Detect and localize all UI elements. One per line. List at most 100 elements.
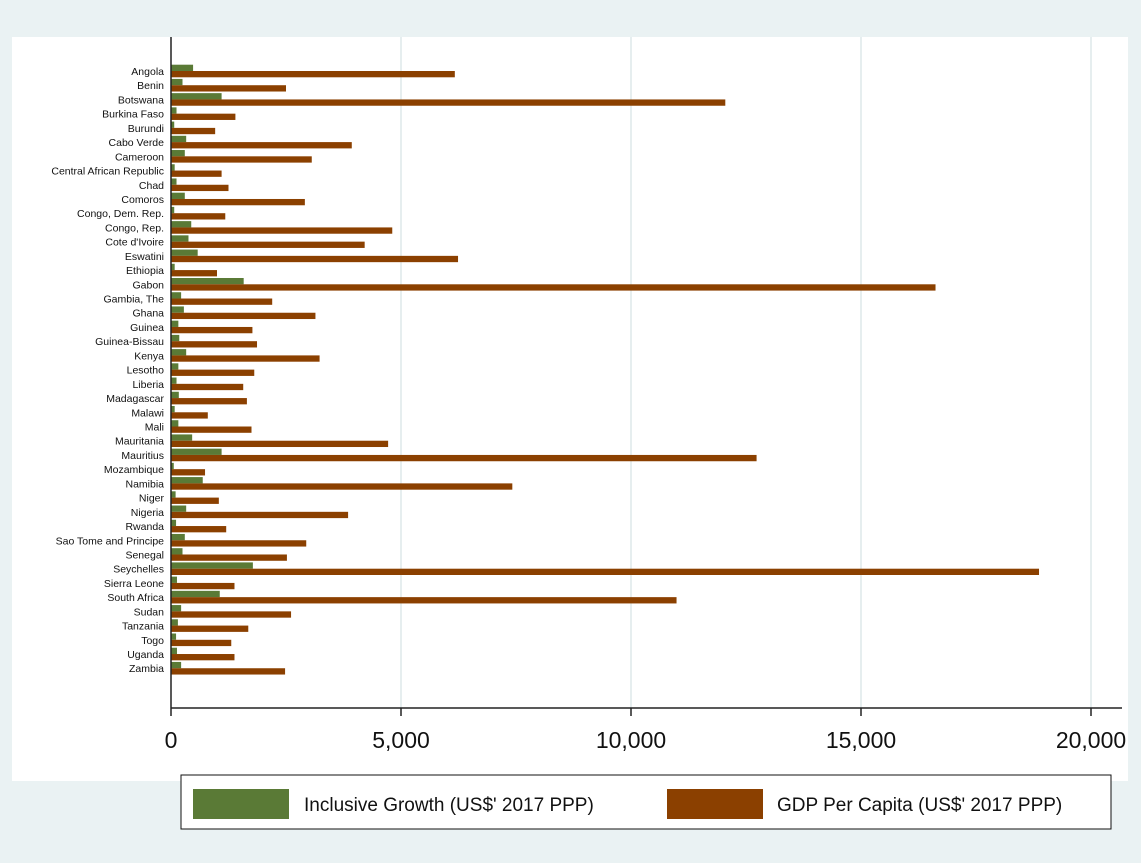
- legend: Inclusive Growth (US$' 2017 PPP) GDP Per…: [180, 774, 1112, 830]
- category-label: Sao Tome and Principe: [56, 535, 165, 547]
- x-tick-label: 20,000: [1056, 727, 1126, 753]
- category-label: Niger: [139, 493, 165, 505]
- bar-inclusive-growth: [171, 93, 222, 100]
- category-label: Chad: [139, 180, 164, 192]
- category-label: Cameroon: [115, 151, 164, 163]
- bar-inclusive-growth: [171, 491, 176, 498]
- bar-gdp-per-capita: [171, 298, 273, 305]
- bars-layer: [171, 64, 1040, 675]
- bar-inclusive-growth: [171, 64, 194, 71]
- bar-inclusive-growth: [171, 562, 253, 569]
- category-label: Angola: [131, 66, 164, 78]
- category-label: Namibia: [125, 478, 164, 490]
- legend-swatch-inclusive-growth: [193, 789, 289, 819]
- bar-gdp-per-capita: [171, 355, 320, 362]
- bar-gdp-per-capita: [171, 639, 232, 647]
- legend-label-gdp-per-capita: GDP Per Capita (US$' 2017 PPP): [777, 795, 1062, 816]
- bar-inclusive-growth: [171, 292, 182, 299]
- bar-gdp-per-capita: [171, 582, 235, 590]
- bar-gdp-per-capita: [171, 312, 316, 320]
- grid-layer: [400, 37, 1092, 708]
- bar-inclusive-growth: [171, 519, 177, 527]
- category-label: Madagascar: [106, 393, 164, 405]
- category-label: Sierra Leone: [104, 578, 164, 590]
- bar-gdp-per-capita: [171, 255, 459, 263]
- category-label: Senegal: [125, 549, 164, 561]
- bar-inclusive-growth: [171, 448, 222, 455]
- bar-inclusive-growth: [171, 420, 179, 427]
- bar-gdp-per-capita: [171, 483, 513, 490]
- x-tick-label: 5,000: [372, 727, 430, 753]
- bar-gdp-per-capita: [171, 170, 222, 177]
- bar-gdp-per-capita: [171, 85, 286, 92]
- bar-inclusive-growth: [171, 334, 180, 342]
- category-label: Gambia, The: [103, 294, 164, 306]
- bar-gdp-per-capita: [171, 156, 312, 163]
- bar-gdp-per-capita: [171, 127, 216, 135]
- category-label: Tanzania: [122, 621, 164, 633]
- bar-inclusive-growth: [171, 306, 184, 313]
- category-labels: Angola Benin Botswana Burkina Faso Burundi Ca…: [51, 66, 164, 675]
- bar-gdp-per-capita: [171, 198, 305, 206]
- bar-gdp-per-capita: [171, 540, 307, 547]
- bar-inclusive-growth: [171, 263, 175, 271]
- bar-inclusive-growth: [171, 505, 187, 512]
- category-label: Malawi: [131, 407, 164, 419]
- bar-gdp-per-capita: [171, 454, 757, 462]
- category-label: Gabon: [132, 279, 164, 291]
- bar-inclusive-growth: [171, 633, 177, 640]
- bar-inclusive-growth: [171, 192, 185, 199]
- bar-gdp-per-capita: [171, 412, 208, 419]
- legend-label-inclusive-growth: Inclusive Growth (US$' 2017 PPP): [304, 795, 594, 816]
- category-label: Zambia: [129, 663, 164, 675]
- bar-inclusive-growth: [171, 548, 183, 555]
- category-label: Togo: [141, 635, 164, 647]
- category-label: Mauritius: [121, 450, 164, 462]
- bar-inclusive-growth: [171, 278, 244, 285]
- category-label: Rwanda: [125, 521, 164, 533]
- bar-gdp-per-capita: [171, 241, 365, 248]
- bar-inclusive-growth: [171, 605, 182, 612]
- bar-inclusive-growth: [171, 434, 193, 441]
- bar-gdp-per-capita: [171, 497, 219, 504]
- bar-inclusive-growth: [171, 206, 175, 214]
- bar-gdp-per-capita: [171, 113, 236, 120]
- category-label: Mali: [145, 422, 164, 434]
- category-label: Ghana: [132, 308, 164, 320]
- bar-inclusive-growth: [171, 363, 179, 370]
- bar-inclusive-growth: [171, 178, 177, 185]
- bar-inclusive-growth: [171, 462, 174, 470]
- bar-inclusive-growth: [171, 135, 187, 143]
- bar-gdp-per-capita: [171, 184, 229, 192]
- category-label: Mauritania: [115, 436, 164, 448]
- bar-gdp-per-capita: [171, 284, 936, 291]
- bar-gdp-per-capita: [171, 526, 227, 533]
- bar-inclusive-growth: [171, 121, 175, 128]
- bar-inclusive-growth: [171, 150, 185, 157]
- category-label: Eswatini: [125, 251, 164, 263]
- bar-gdp-per-capita: [171, 511, 349, 519]
- category-label: Nigeria: [131, 507, 164, 519]
- category-label: Central African Republic: [51, 166, 164, 178]
- bar-inclusive-growth: [171, 576, 177, 583]
- bar-gdp-per-capita: [171, 398, 247, 405]
- bar-gdp-per-capita: [171, 568, 1040, 575]
- category-label: Ethiopia: [126, 265, 164, 277]
- category-label: Burkina Faso: [102, 109, 164, 121]
- bar-gdp-per-capita: [171, 369, 255, 376]
- category-label: Congo, Rep.: [105, 222, 164, 234]
- bar-gdp-per-capita: [171, 625, 249, 632]
- category-label: Liberia: [132, 379, 164, 391]
- bar-gdp-per-capita: [171, 554, 287, 561]
- category-label: Uganda: [127, 649, 164, 661]
- bar-inclusive-growth: [171, 320, 179, 327]
- category-label: Mozambique: [104, 464, 164, 476]
- bar-inclusive-growth: [171, 164, 175, 171]
- x-axis-ticks: 0 5,000 10,000 15,000 20,000: [165, 708, 1126, 753]
- x-tick-label: 15,000: [826, 727, 896, 753]
- bar-inclusive-growth: [171, 661, 182, 669]
- bar-inclusive-growth: [171, 405, 175, 413]
- category-label: Congo, Dem. Rep.: [77, 208, 164, 220]
